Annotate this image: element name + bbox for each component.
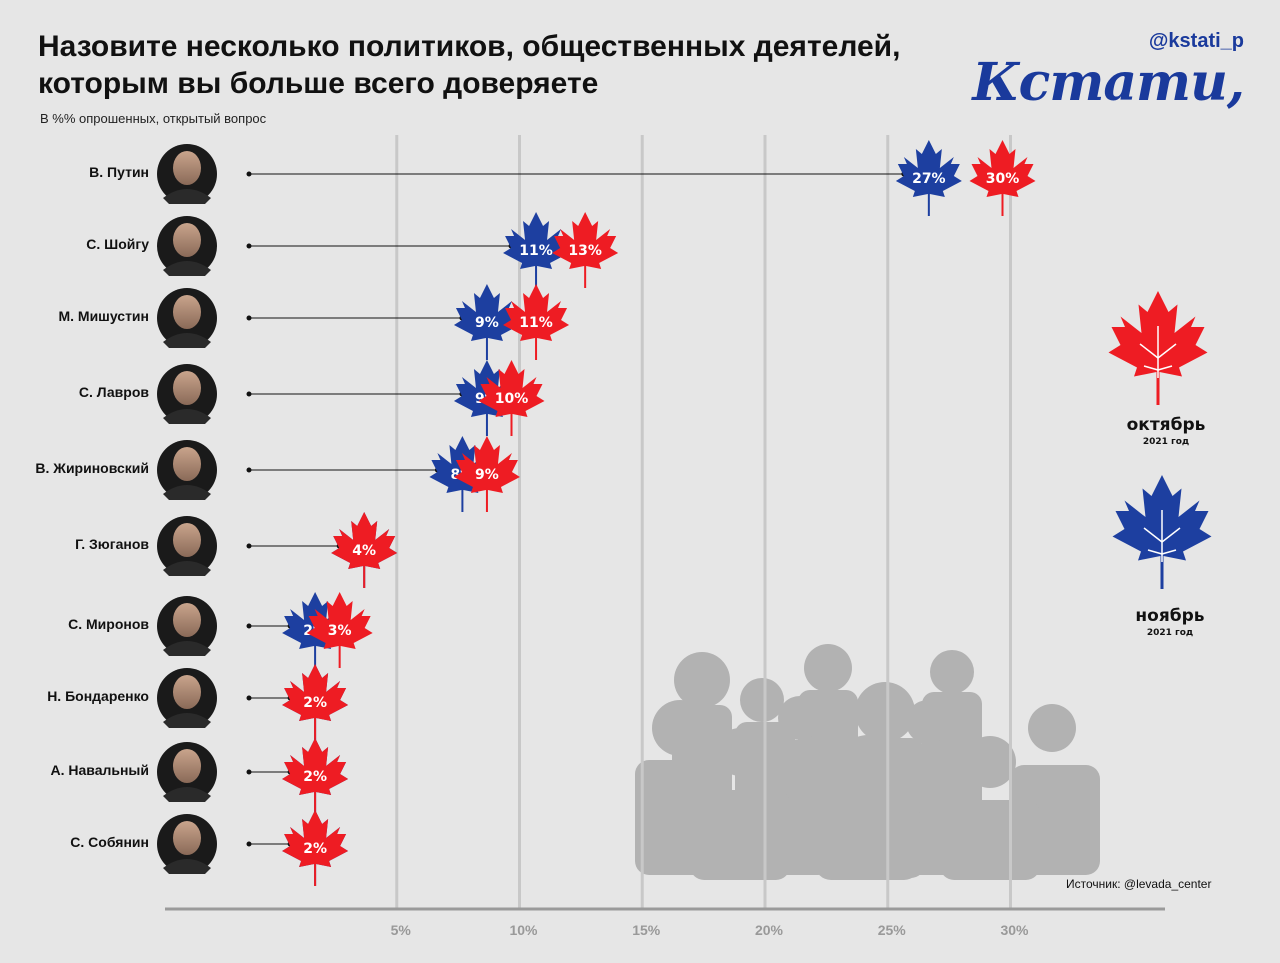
chart-row: В. Путин 27% 30% xyxy=(89,140,1036,216)
value-label: 3% xyxy=(328,623,352,639)
chart-row: С. Собянин 2% xyxy=(70,810,349,886)
value-label: 9% xyxy=(475,315,499,331)
person-portrait-icon xyxy=(157,596,217,656)
value-label: 2% xyxy=(303,695,327,711)
legend: октябрь 2021 год ноябрь 2021 год xyxy=(1108,291,1212,638)
legend-label: октябрь xyxy=(1127,415,1206,435)
x-tick-label: 15% xyxy=(632,922,661,938)
chart-row: С. Шойгу 11% 13% xyxy=(86,212,619,288)
value-label: 30% xyxy=(986,171,1020,187)
politician-name: С. Шойгу xyxy=(86,236,149,252)
chart-row: М. Мишустин 9% 11% xyxy=(58,284,570,360)
person-portrait-icon xyxy=(157,742,217,802)
chart-row: С. Лавров9%10% xyxy=(79,360,545,436)
politician-name: С. Лавров xyxy=(79,384,150,400)
person-portrait-icon xyxy=(157,364,217,424)
politician-name: А. Навальный xyxy=(50,762,149,778)
x-tick-label: 30% xyxy=(1000,922,1029,938)
legend-label: ноябрь xyxy=(1135,606,1204,626)
maple-leaf-icon: 11% xyxy=(503,212,570,288)
person-portrait-icon xyxy=(157,216,217,276)
politician-name: В. Жириновский xyxy=(35,460,149,476)
chart-rows: В. Путин 27% 30% С. Шойгу 11% 13% М. Мишустин 9… xyxy=(35,140,1036,886)
maple-leaf-icon: 10% xyxy=(478,360,545,436)
value-label: 4% xyxy=(352,543,376,559)
value-label: 13% xyxy=(568,243,602,259)
politician-name: В. Путин xyxy=(89,164,149,180)
chart-row: Г. Зюганов 4% xyxy=(75,512,398,588)
maple-leaf-icon: 11% xyxy=(503,284,570,360)
maple-leaf-icon: 2% xyxy=(282,810,349,886)
legend-sublabel: 2021 год xyxy=(1143,437,1189,447)
person-portrait-icon xyxy=(157,440,217,500)
maple-leaf-icon: 9% xyxy=(453,284,520,360)
person-portrait-icon xyxy=(157,814,217,874)
value-label: 10% xyxy=(495,391,529,407)
maple-leaf-icon: 2% xyxy=(282,738,349,814)
chart-row: В. Жириновский8%9% xyxy=(35,436,520,512)
x-axis-ticks: 5% 10% 15% 20% 25% 30% xyxy=(391,922,1029,938)
politician-name: Н. Бондаренко xyxy=(47,688,149,704)
politician-name: Г. Зюганов xyxy=(75,536,149,552)
value-label: 2% xyxy=(303,841,327,857)
source-note: Источник: @levada_center xyxy=(1066,877,1212,891)
maple-leaf-icon: 9% xyxy=(453,436,520,512)
maple-leaf-icon: 30% xyxy=(969,140,1036,216)
grid-lines xyxy=(395,135,1012,909)
person-portrait-icon xyxy=(157,288,217,348)
person-portrait-icon xyxy=(157,668,217,728)
legend-sublabel: 2021 год xyxy=(1147,628,1193,638)
x-tick-label: 5% xyxy=(391,922,412,938)
legend-item-november: ноябрь 2021 год xyxy=(1112,475,1212,638)
brand-logo: Кстати, xyxy=(972,52,1245,113)
crowd-silhouette-icon xyxy=(635,644,1100,880)
social-handle[interactable]: @kstati_p xyxy=(1148,30,1244,52)
value-label: 27% xyxy=(912,171,946,187)
politician-name: С. Миронов xyxy=(68,616,149,632)
legend-item-october: октябрь 2021 год xyxy=(1108,291,1208,447)
politician-name: С. Собянин xyxy=(70,834,149,850)
x-tick-label: 10% xyxy=(509,922,538,938)
maple-leaf-icon: 27% xyxy=(895,140,962,216)
maple-leaf-icon: 2% xyxy=(282,664,349,740)
maple-leaf-icon: 4% xyxy=(331,512,398,588)
page-title: Назовите несколько политиков, общественн… xyxy=(38,30,901,100)
maple-leaf-icon: 13% xyxy=(552,212,619,288)
person-portrait-icon xyxy=(157,516,217,576)
maple-leaf-icon: 3% xyxy=(306,592,373,668)
x-tick-label: 20% xyxy=(755,922,784,938)
value-label: 11% xyxy=(519,243,553,259)
chart-row: С. Миронов2%3% xyxy=(68,592,373,668)
x-tick-label: 25% xyxy=(878,922,907,938)
person-portrait-icon xyxy=(157,144,217,204)
chart-row: А. Навальный 2% xyxy=(50,738,349,814)
chart-row: Н. Бондаренко 2% xyxy=(47,664,349,740)
value-label: 11% xyxy=(519,315,553,331)
value-label: 2% xyxy=(303,769,327,785)
value-label: 9% xyxy=(475,467,499,483)
chart-subtitle: В %% опрошенных, открытый вопрос xyxy=(40,111,267,126)
politician-name: М. Мишустин xyxy=(58,308,149,324)
